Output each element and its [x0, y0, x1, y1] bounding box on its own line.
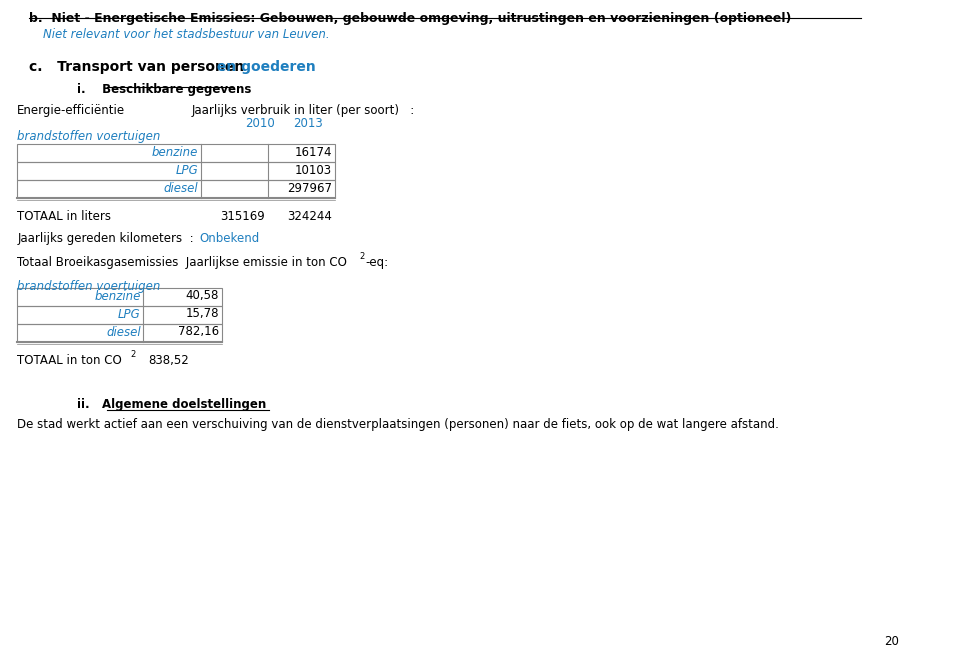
- Text: benzine: benzine: [94, 290, 140, 302]
- Text: brandstoffen voertuigen: brandstoffen voertuigen: [17, 130, 160, 143]
- Text: 838,52: 838,52: [148, 354, 189, 367]
- Text: Jaarlijks verbruik in liter (per soort)   :: Jaarlijks verbruik in liter (per soort) …: [191, 104, 415, 117]
- Text: en goederen: en goederen: [212, 60, 316, 74]
- Text: diesel: diesel: [163, 182, 198, 195]
- Text: i.    Beschikbare gegevens: i. Beschikbare gegevens: [77, 83, 251, 96]
- Text: 15,78: 15,78: [185, 308, 219, 321]
- Text: c.   Transport van personen: c. Transport van personen: [29, 60, 244, 74]
- Bar: [17, 162, 335, 180]
- Text: 315169: 315169: [220, 210, 265, 223]
- Text: 10103: 10103: [295, 164, 332, 176]
- Text: 2: 2: [360, 252, 365, 261]
- Text: -eq:: -eq:: [366, 256, 389, 269]
- Text: De stad werkt actief aan een verschuiving van de dienstverplaatsingen (personen): De stad werkt actief aan een verschuivin…: [17, 418, 780, 431]
- Text: 2010: 2010: [246, 117, 276, 130]
- Text: Niet relevant voor het stadsbestuur van Leuven.: Niet relevant voor het stadsbestuur van …: [43, 28, 329, 41]
- Bar: [17, 180, 335, 198]
- Text: b.  Niet - Energetische Emissies: Gebouwen, gebouwde omgeving, uitrustingen en v: b. Niet - Energetische Emissies: Gebouwe…: [29, 12, 791, 25]
- Text: Onbekend: Onbekend: [199, 232, 259, 245]
- Text: 2013: 2013: [293, 117, 323, 130]
- Text: 297967: 297967: [287, 182, 332, 195]
- Text: Jaarlijks gereden kilometers  :: Jaarlijks gereden kilometers :: [17, 232, 198, 245]
- Text: 2: 2: [131, 350, 135, 359]
- Text: 782,16: 782,16: [178, 325, 219, 339]
- Bar: [17, 144, 335, 162]
- Text: TOTAAL in ton CO: TOTAAL in ton CO: [17, 354, 122, 367]
- Text: Energie-efficiëntie: Energie-efficiëntie: [17, 104, 126, 117]
- Text: TOTAAL in liters: TOTAAL in liters: [17, 210, 111, 223]
- Text: 20: 20: [884, 635, 900, 648]
- Text: benzine: benzine: [152, 145, 198, 158]
- Text: 16174: 16174: [295, 145, 332, 158]
- Text: LPG: LPG: [118, 308, 140, 321]
- Text: Totaal Broeikasgasemissies  Jaarlijkse emissie in ton CO: Totaal Broeikasgasemissies Jaarlijkse em…: [17, 256, 348, 269]
- Text: 324244: 324244: [287, 210, 332, 223]
- Text: diesel: diesel: [106, 325, 140, 339]
- Bar: [17, 288, 222, 306]
- Bar: [17, 324, 222, 342]
- Bar: [17, 306, 222, 324]
- Text: brandstoffen voertuigen: brandstoffen voertuigen: [17, 280, 160, 293]
- Text: ii.   Algemene doelstellingen: ii. Algemene doelstellingen: [77, 398, 266, 411]
- Text: 40,58: 40,58: [185, 290, 219, 302]
- Text: LPG: LPG: [176, 164, 198, 176]
